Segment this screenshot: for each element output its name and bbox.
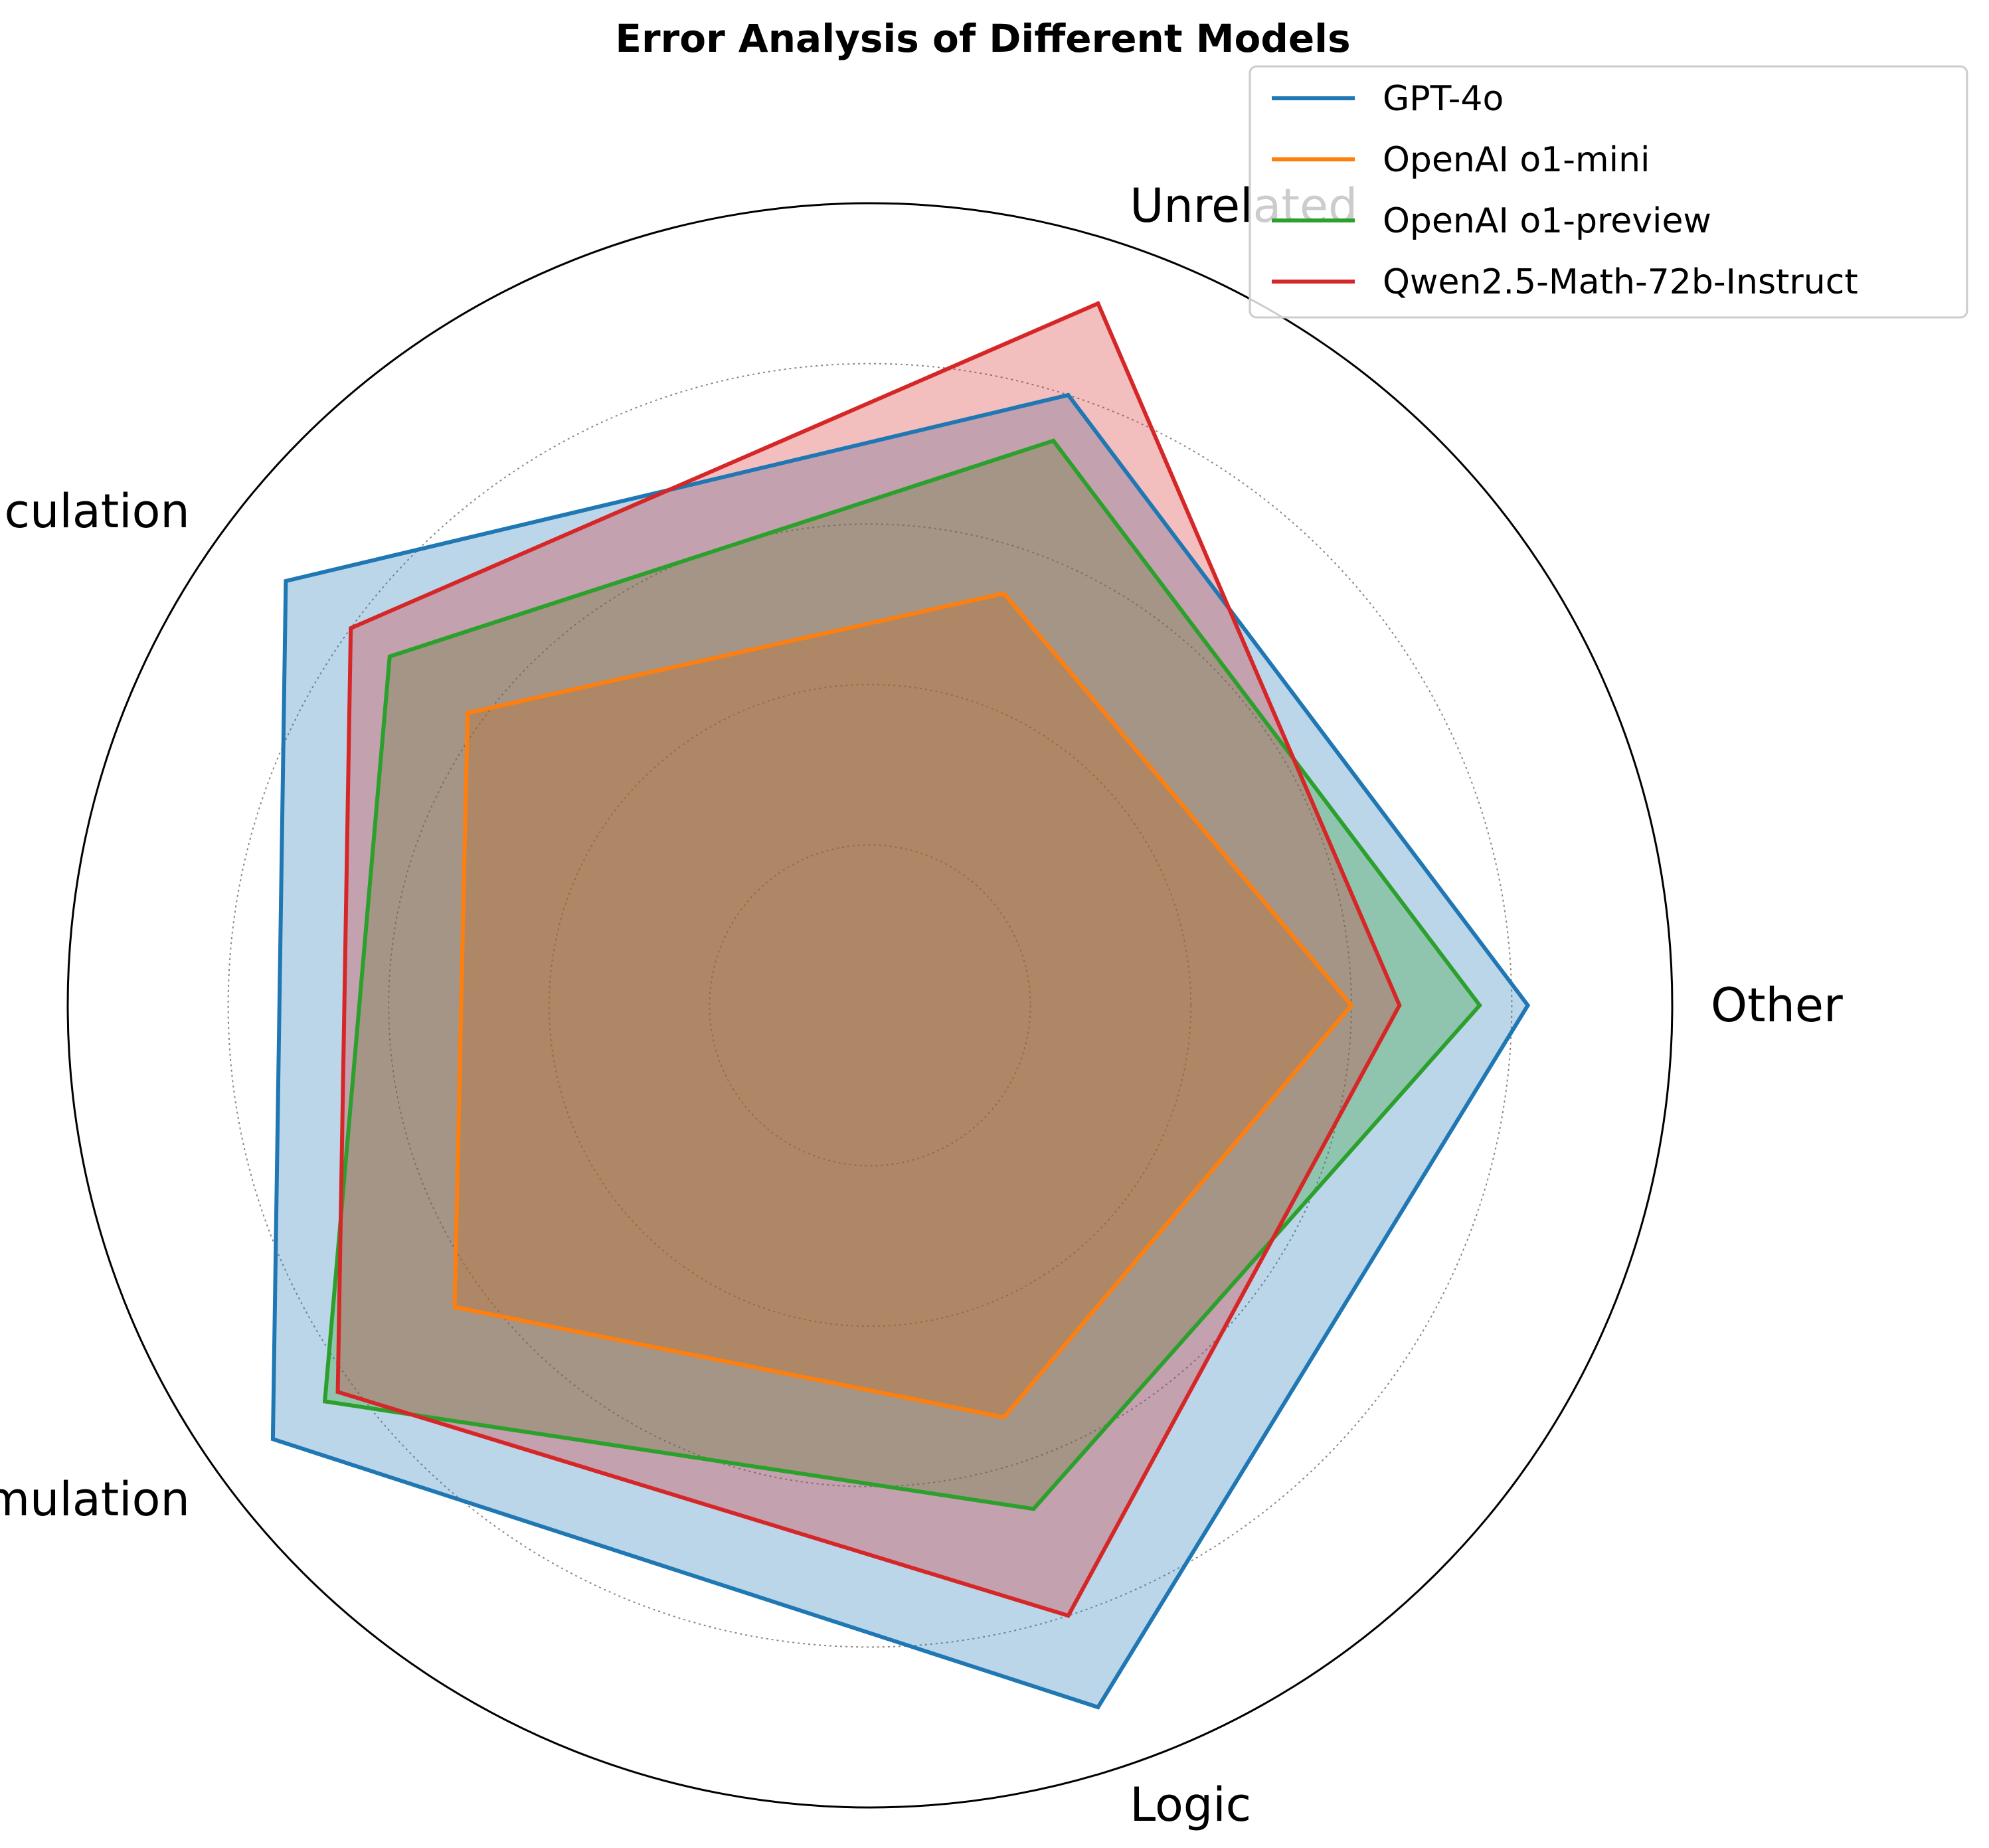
legend-label-openai-o1-preview: OpenAI o1-preview <box>1383 201 1711 241</box>
chart-title: Error Analysis of Different Models <box>615 16 1350 61</box>
series-line-gpt-4o <box>270 392 1531 1710</box>
series-fill-openai-o1-preview <box>325 440 1480 1509</box>
grid-ring <box>548 683 1192 1327</box>
legend-box <box>1249 65 1968 319</box>
series-fills <box>272 303 1528 1707</box>
grid-ring <box>709 844 1031 1167</box>
outer-ring <box>66 202 1674 1809</box>
axis-label-calculation: Calculation <box>0 484 190 539</box>
legend-label-gpt-4o: GPT-4o <box>1383 79 1504 119</box>
series-lines <box>270 301 1531 1710</box>
axis-label-other: Other <box>1711 978 1843 1033</box>
axis-label-logic: Logic <box>1130 1778 1251 1832</box>
legend: GPT-4o OpenAI o1-mini OpenAI o1-preview Qwe… <box>1249 65 1968 319</box>
series-fill-gpt-4o <box>272 394 1528 1707</box>
series-fill-openai-o1-mini <box>454 593 1351 1418</box>
series-line-qwen2-5-math-72b-instruct <box>335 301 1402 1618</box>
series-fill-qwen2-5-math-72b-instruct <box>337 303 1400 1616</box>
series-line-openai-o1-preview <box>322 438 1482 1511</box>
axis-label-accumulation: Accumulation <box>0 1472 190 1527</box>
legend-label-openai-o1-mini: OpenAI o1-mini <box>1383 140 1650 180</box>
series-line-openai-o1-mini <box>452 591 1354 1420</box>
grid-ring <box>227 363 1513 1648</box>
legend-label-qwen2-5-math-72b-instruct: Qwen2.5-Math-72b-Instruct <box>1383 262 1858 302</box>
